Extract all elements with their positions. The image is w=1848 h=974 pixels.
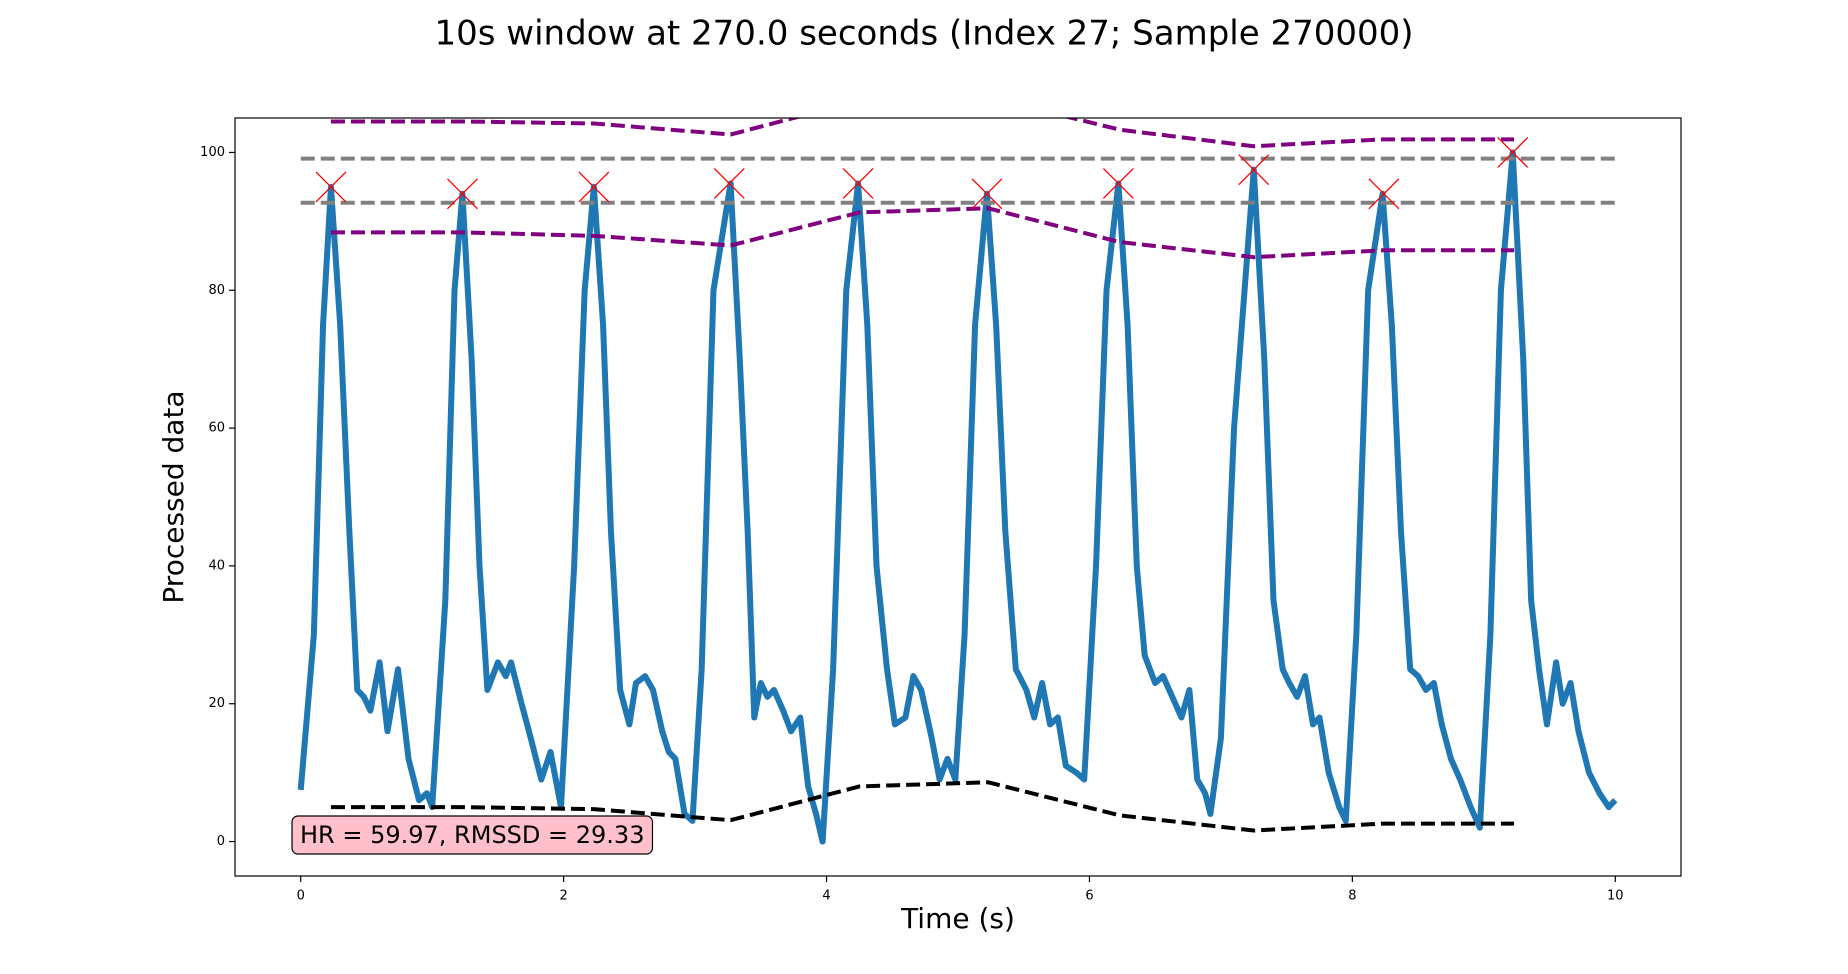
peak-marker: [446, 178, 478, 210]
y-axis-label: Processed data: [157, 390, 190, 603]
peak-marker: [971, 178, 1003, 210]
annotation: HR = 59.97, RMSSD = 29.33: [300, 821, 644, 849]
x-axis-label: Time (s): [900, 902, 1015, 935]
peak-marker: [1238, 154, 1270, 186]
peak-marker: [1368, 178, 1400, 210]
y-tick-label: 20: [208, 696, 225, 711]
peak-marker: [1102, 168, 1134, 199]
peak-marker: [1497, 136, 1529, 168]
x-tick-label: 4: [822, 889, 830, 904]
y-tick-label: 40: [208, 558, 225, 573]
annotation-box: [291, 815, 654, 855]
axes-frame: [234, 117, 1682, 877]
plot-area: [297, 118, 1618, 845]
x-tick-label: 0: [297, 889, 305, 904]
chart-title: 10s window at 270.0 seconds (Index 27; S…: [434, 14, 1413, 54]
x-tick-label: 8: [1348, 889, 1356, 904]
peak-marker: [315, 171, 347, 203]
x-tick-label: 2: [559, 889, 567, 904]
peak-marker: [842, 168, 874, 199]
y-tick-label: 80: [208, 283, 225, 298]
x-tick-label: 10: [1607, 889, 1624, 904]
y-tick-label: 60: [208, 421, 225, 436]
peak-marker: [578, 171, 610, 203]
y-tick-label: 100: [200, 145, 225, 160]
series-line: [297, 149, 1618, 845]
y-tick-label: 0: [217, 834, 225, 849]
x-tick-label: 6: [1085, 889, 1093, 904]
peak-marker: [713, 168, 745, 199]
